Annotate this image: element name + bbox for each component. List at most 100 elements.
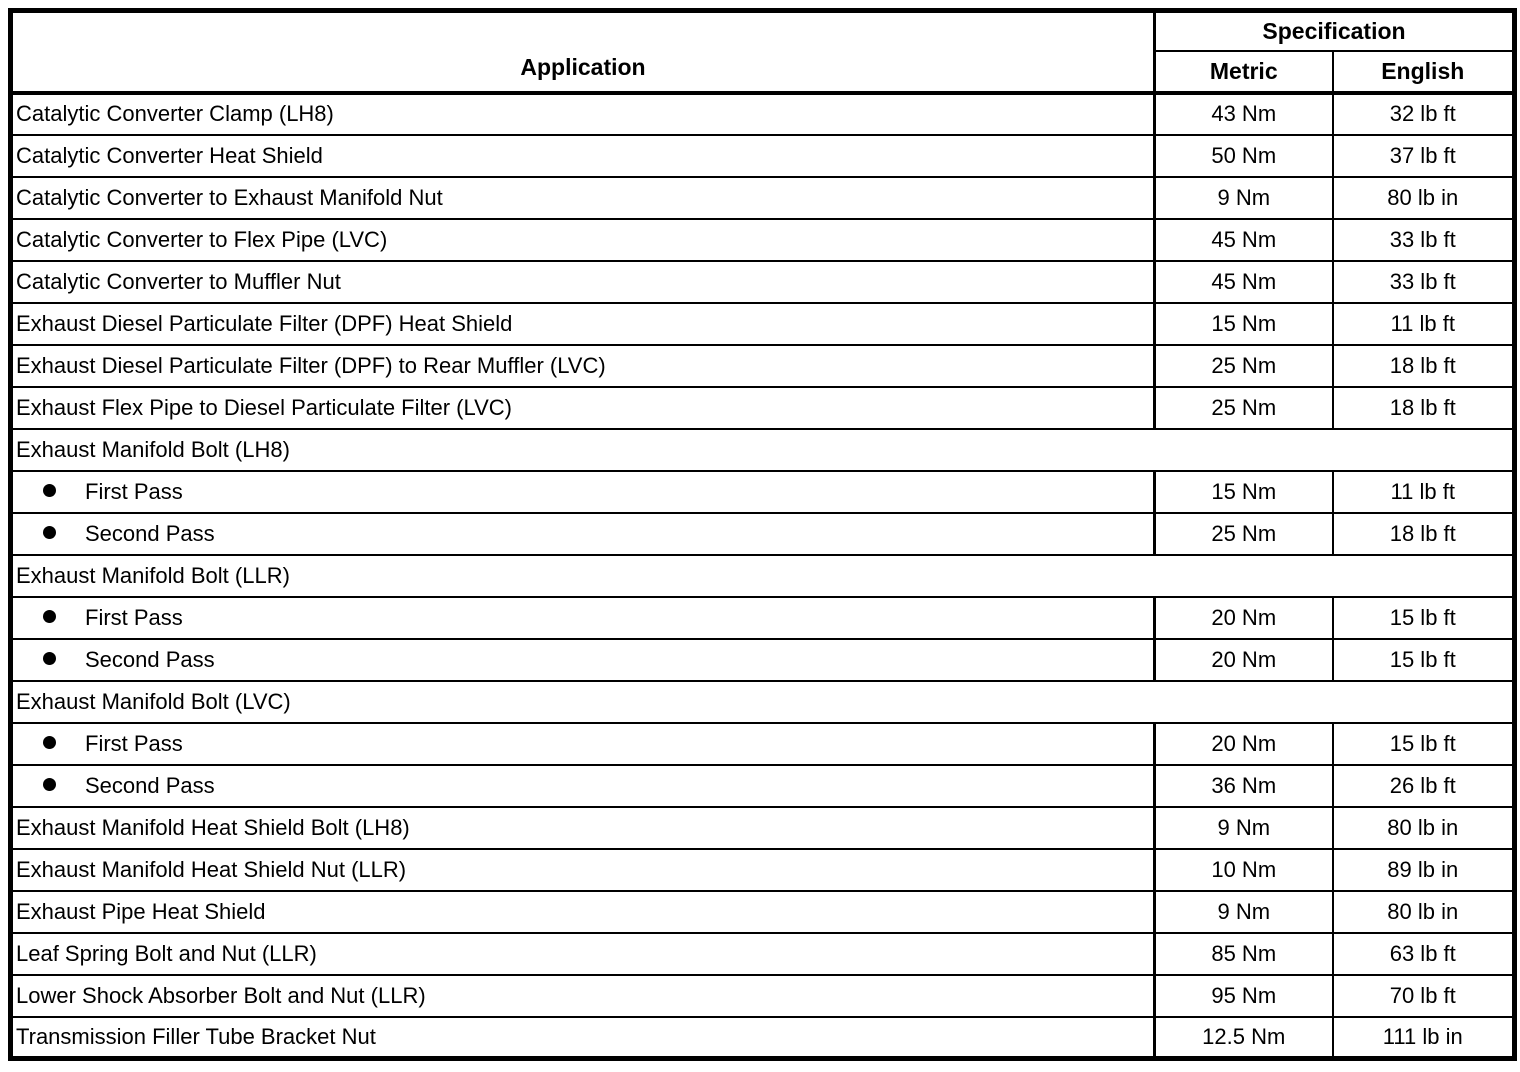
metric-cell: 25 Nm: [1153, 511, 1334, 556]
application-cell: Transmission Filler Tube Bracket Nut: [9, 1015, 1156, 1060]
group-header-cell: Exhaust Manifold Bolt (LVC): [9, 679, 1517, 724]
english-cell: 11 lb ft: [1331, 469, 1516, 514]
application-cell: Exhaust Pipe Heat Shield: [9, 889, 1156, 934]
metric-cell: 85 Nm: [1153, 931, 1334, 976]
bullet-icon: [43, 778, 56, 792]
specification-column-group-header: Specification: [1153, 9, 1516, 52]
bullet-icon: [43, 610, 56, 624]
metric-cell: 95 Nm: [1153, 973, 1334, 1018]
table-row: Second Pass 25 Nm 18 lb ft: [9, 511, 1516, 556]
application-label: Second Pass: [85, 772, 215, 798]
table-row: Second Pass 20 Nm 15 lb ft: [9, 637, 1516, 682]
english-cell: 80 lb in: [1331, 805, 1516, 850]
metric-cell: 10 Nm: [1153, 847, 1334, 892]
table-row: Exhaust Diesel Particulate Filter (DPF) …: [9, 301, 1516, 346]
header-row-units: Metric English: [11, 49, 1516, 95]
english-cell: 26 lb ft: [1331, 763, 1516, 808]
group-header-cell: Exhaust Manifold Bolt (LLR): [9, 553, 1517, 598]
table-row: Exhaust Pipe Heat Shield 9 Nm 80 lb in: [9, 889, 1516, 934]
english-cell: 18 lb ft: [1331, 511, 1516, 556]
table-row: Transmission Filler Tube Bracket Nut 12.5…: [9, 1015, 1516, 1060]
metric-cell: 20 Nm: [1153, 721, 1334, 766]
table-row: Exhaust Manifold Heat Shield Bolt (LH8) 9…: [9, 805, 1516, 850]
metric-cell: 15 Nm: [1153, 469, 1334, 514]
table-row: Catalytic Converter to Muffler Nut 45 Nm 3…: [9, 259, 1516, 304]
application-cell: Catalytic Converter to Muffler Nut: [9, 259, 1156, 304]
table-row: Catalytic Converter to Flex Pipe (LVC) 45…: [9, 217, 1516, 262]
english-cell: 32 lb ft: [1331, 91, 1516, 136]
bullet-icon: [43, 736, 56, 750]
english-cell: 89 lb in: [1331, 847, 1516, 892]
english-cell: 33 lb ft: [1331, 217, 1516, 262]
application-cell: Exhaust Manifold Heat Shield Nut (LLR): [9, 847, 1156, 892]
metric-cell: 15 Nm: [1153, 301, 1334, 346]
application-cell: Exhaust Manifold Heat Shield Bolt (LH8): [9, 805, 1156, 850]
metric-cell: 43 Nm: [1153, 91, 1334, 136]
english-cell: 80 lb in: [1331, 175, 1516, 220]
bullet-icon: [43, 484, 56, 498]
application-cell: Catalytic Converter Heat Shield: [9, 133, 1156, 178]
english-cell: 18 lb ft: [1331, 343, 1516, 388]
application-cell: Lower Shock Absorber Bolt and Nut (LLR): [9, 973, 1156, 1018]
table-row: First Pass 20 Nm 15 lb ft: [9, 595, 1516, 640]
application-cell: First Pass: [9, 595, 1156, 640]
metric-cell: 25 Nm: [1153, 343, 1334, 388]
application-cell: Exhaust Diesel Particulate Filter (DPF) …: [9, 301, 1156, 346]
application-cell: Second Pass: [9, 511, 1156, 556]
application-cell: Catalytic Converter Clamp (LH8): [9, 91, 1156, 136]
group-row: Exhaust Manifold Bolt (LH8): [9, 427, 1517, 472]
application-cell: First Pass: [9, 721, 1156, 766]
english-cell: 15 lb ft: [1331, 637, 1516, 682]
application-cell: Catalytic Converter to Exhaust Manifold …: [9, 175, 1156, 220]
spec-table-body: Catalytic Converter Clamp (LH8) 43 Nm 32 l…: [9, 91, 1517, 1060]
table-row: Lower Shock Absorber Bolt and Nut (LLR) 9…: [9, 973, 1516, 1018]
group-row: Exhaust Manifold Bolt (LVC): [9, 679, 1517, 724]
application-cell: Catalytic Converter to Flex Pipe (LVC): [9, 217, 1156, 262]
metric-cell: 50 Nm: [1153, 133, 1334, 178]
english-cell: 18 lb ft: [1331, 385, 1516, 430]
table-row: Exhaust Diesel Particulate Filter (DPF) …: [9, 343, 1516, 388]
table-row: Second Pass 36 Nm 26 lb ft: [9, 763, 1516, 808]
metric-cell: 36 Nm: [1153, 763, 1334, 808]
bullet-icon: [43, 526, 56, 540]
metric-cell: 25 Nm: [1153, 385, 1334, 430]
english-cell: 37 lb ft: [1331, 133, 1516, 178]
metric-cell: 12.5 Nm: [1153, 1015, 1334, 1060]
application-label: First Pass: [85, 730, 183, 756]
header-row-top: Application Specification: [9, 9, 1516, 95]
application-label: Second Pass: [85, 646, 215, 672]
application-label: First Pass: [85, 604, 183, 630]
table-row: Leaf Spring Bolt and Nut (LLR) 85 Nm 63 lb…: [9, 931, 1516, 976]
torque-spec-table: Application Specification Metric English…: [8, 8, 1517, 1061]
application-label: First Pass: [85, 478, 183, 504]
english-column-header: English: [1331, 49, 1516, 95]
application-label: Second Pass: [85, 520, 215, 546]
english-cell: 33 lb ft: [1331, 259, 1516, 304]
table-row: Catalytic Converter to Exhaust Manifold …: [9, 175, 1516, 220]
metric-cell: 9 Nm: [1153, 889, 1334, 934]
application-cell: Leaf Spring Bolt and Nut (LLR): [9, 931, 1156, 976]
table-row: First Pass 20 Nm 15 lb ft: [9, 721, 1516, 766]
table-row: Exhaust Flex Pipe to Diesel Particulate …: [9, 385, 1516, 430]
table-row: Catalytic Converter Clamp (LH8) 43 Nm 32 l…: [9, 91, 1516, 136]
english-cell: 11 lb ft: [1331, 301, 1516, 346]
application-column-header: Application: [9, 9, 1156, 95]
english-cell: 70 lb ft: [1331, 973, 1516, 1018]
metric-cell: 45 Nm: [1153, 217, 1334, 262]
group-header-cell: Exhaust Manifold Bolt (LH8): [9, 427, 1517, 472]
metric-cell: 9 Nm: [1153, 175, 1334, 220]
table-row: Exhaust Manifold Heat Shield Nut (LLR) 10…: [9, 847, 1516, 892]
table-row: Catalytic Converter Heat Shield 50 Nm 37 l…: [9, 133, 1516, 178]
metric-column-header: Metric: [1153, 49, 1334, 95]
metric-cell: 9 Nm: [1153, 805, 1334, 850]
english-cell: 111 lb in: [1331, 1015, 1516, 1060]
english-cell: 63 lb ft: [1331, 931, 1516, 976]
english-cell: 15 lb ft: [1331, 595, 1516, 640]
table-row: First Pass 15 Nm 11 lb ft: [9, 469, 1516, 514]
metric-cell: 20 Nm: [1153, 595, 1334, 640]
english-cell: 15 lb ft: [1331, 721, 1516, 766]
bullet-icon: [43, 652, 56, 666]
application-cell: Exhaust Flex Pipe to Diesel Particulate …: [9, 385, 1156, 430]
application-cell: First Pass: [9, 469, 1156, 514]
application-cell: Exhaust Diesel Particulate Filter (DPF) …: [9, 343, 1156, 388]
